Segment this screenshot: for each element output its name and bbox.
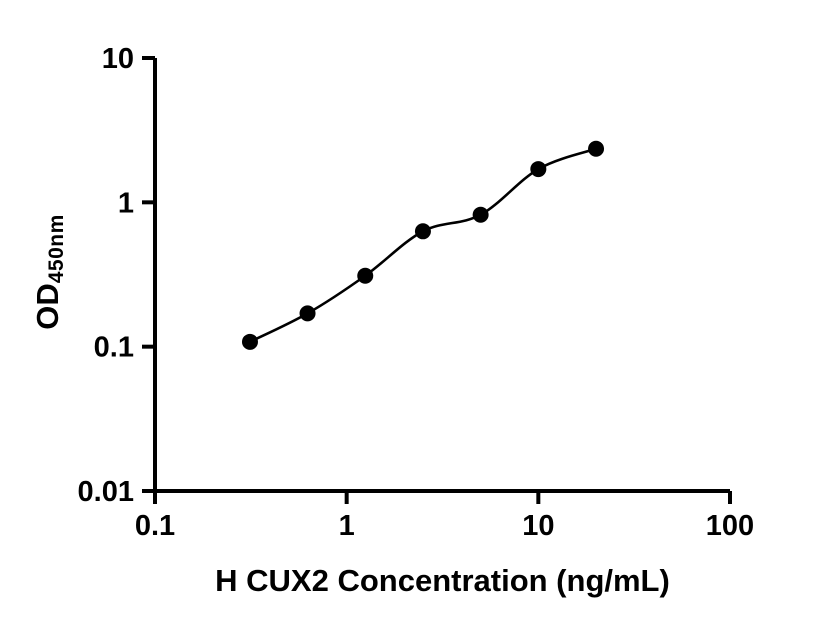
data-point bbox=[530, 161, 547, 178]
x-tick-label: 1 bbox=[339, 510, 355, 542]
x-tick-label: 10 bbox=[522, 510, 554, 542]
y-tick-label: 0.01 bbox=[78, 476, 134, 508]
y-axis-title: OD450nm bbox=[26, 152, 70, 392]
data-point bbox=[299, 305, 316, 322]
y-tick-label: 0.1 bbox=[94, 332, 134, 364]
x-tick-label: 0.1 bbox=[135, 510, 175, 542]
x-axis-title: H CUX2 Concentration (ng/mL) bbox=[215, 563, 670, 598]
x-tick-label: 100 bbox=[706, 510, 754, 542]
data-point bbox=[588, 140, 605, 157]
y-tick-label: 10 bbox=[102, 43, 134, 75]
y-axis-title-subscript: 450nm bbox=[45, 214, 68, 284]
data-point bbox=[241, 333, 258, 350]
y-axis-title-main: OD bbox=[30, 283, 65, 330]
data-point bbox=[414, 223, 431, 240]
data-point bbox=[472, 206, 489, 223]
y-tick-label: 1 bbox=[118, 187, 134, 219]
data-point bbox=[357, 267, 374, 284]
